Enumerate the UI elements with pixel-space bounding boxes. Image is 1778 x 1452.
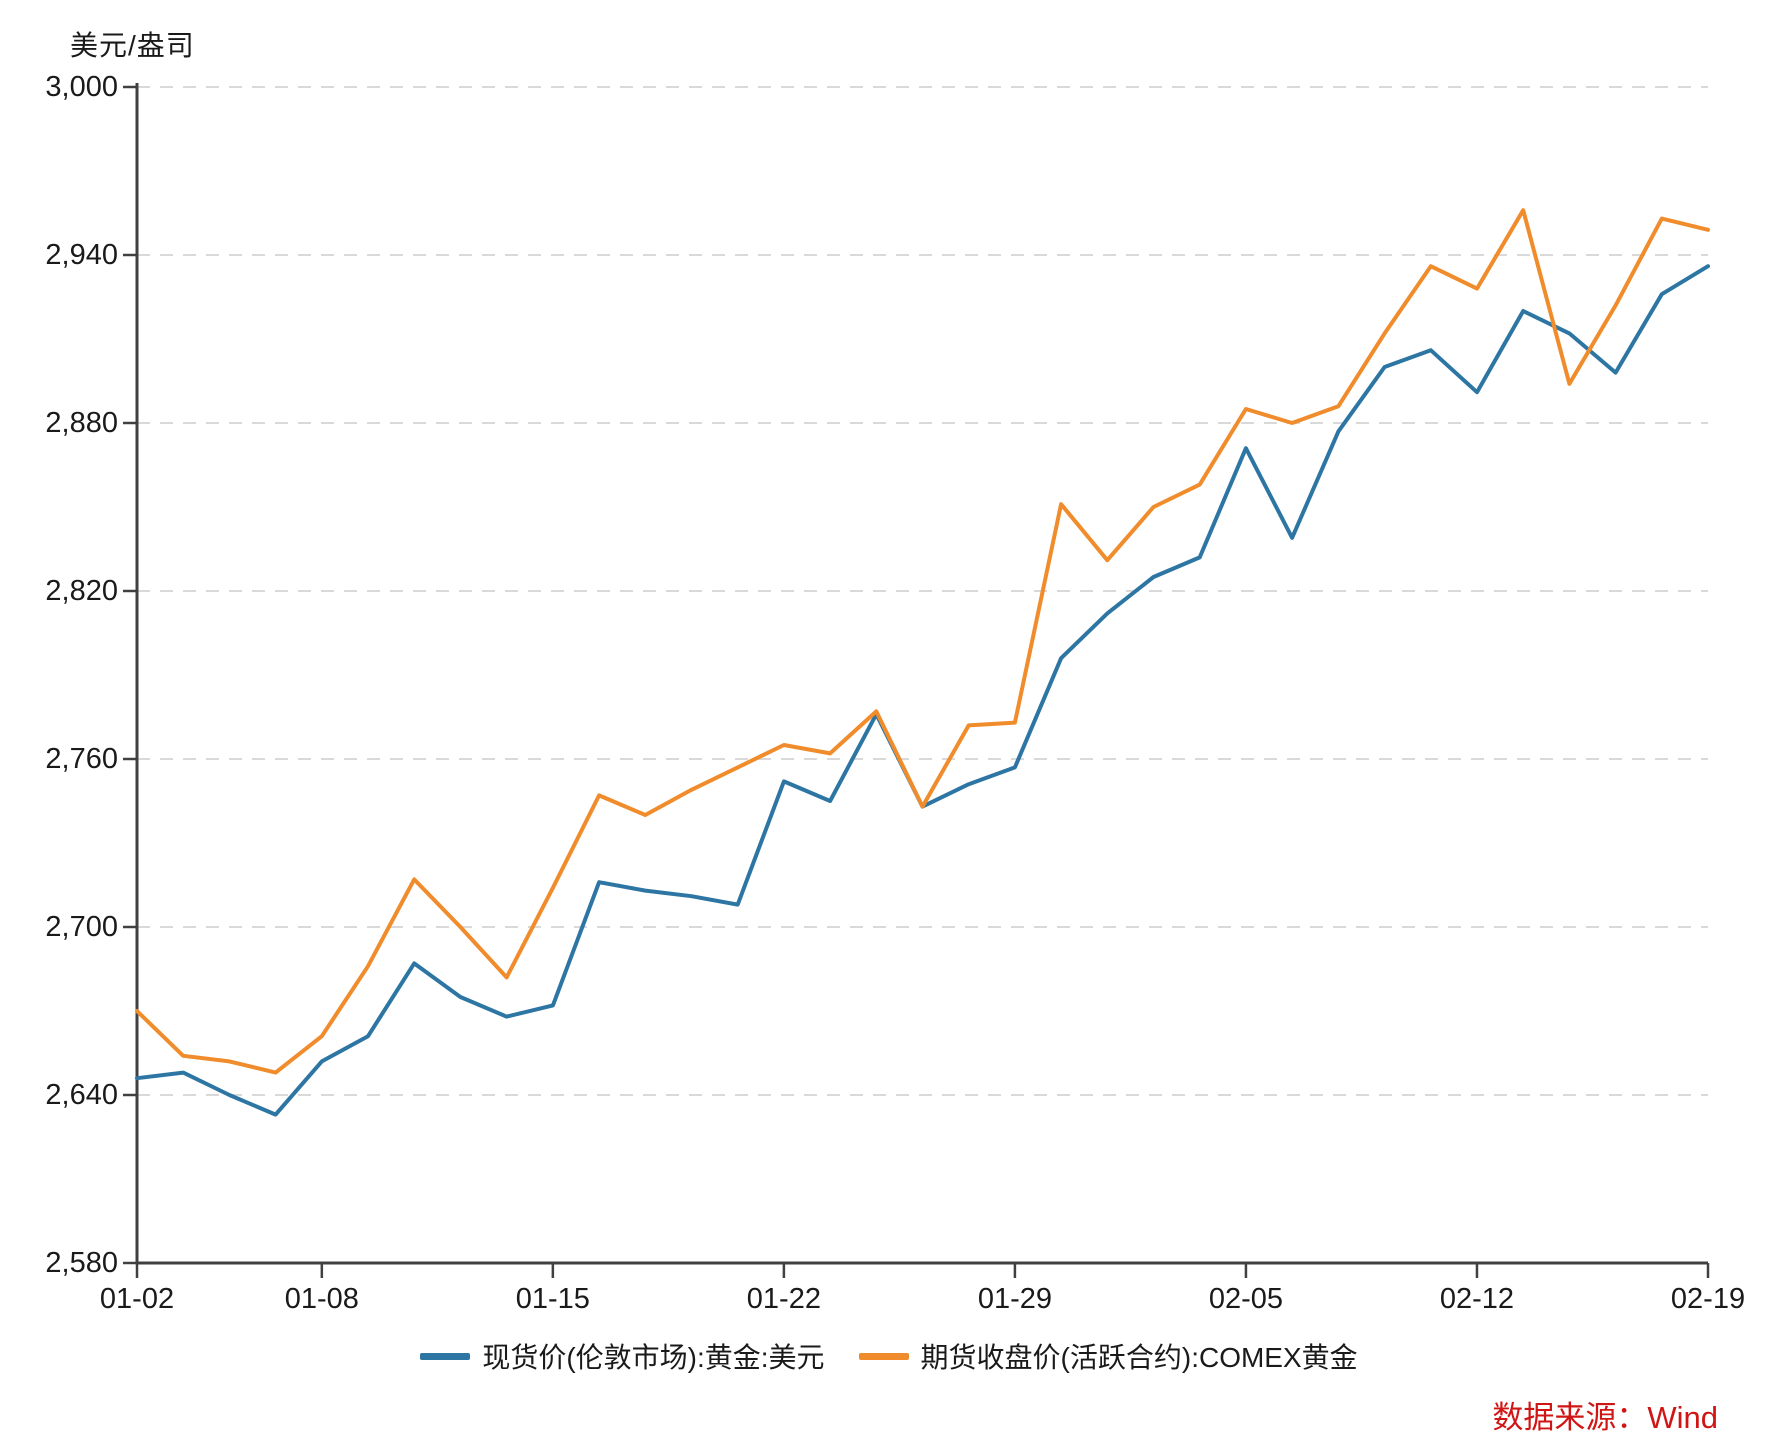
y-axis-title: 美元/盎司 [70,30,195,61]
x-tick-label-02-19: 02-19 [1671,1283,1745,1315]
legend-swatch-1 [858,1352,909,1360]
legend-label-0: 现货价(伦敦市场):黄金:美元 [482,1342,825,1373]
x-tick-label-02-12: 02-12 [1440,1283,1514,1315]
x-tick-label-01-08: 01-08 [285,1283,359,1315]
chart-legend: 现货价(伦敦市场):黄金:美元 期货收盘价(活跃合约):COMEX黄金 [0,1336,1778,1376]
series-line-1 [135,208,1710,1075]
x-tick-label-01-02: 01-02 [100,1283,174,1315]
y-tick-label-2940: 2,940 [45,239,118,271]
legend-item-0: 现货价(伦敦市场):黄金:美元 [420,1336,825,1376]
x-tick-label-01-22: 01-22 [747,1283,821,1315]
y-tick-label-2700: 2,700 [45,911,118,943]
y-tick-label-2580: 2,580 [45,1247,118,1279]
x-tick-label-01-15: 01-15 [516,1283,590,1315]
y-axis-ticks [123,85,137,1265]
gridlines [137,86,1708,1096]
y-tick-label-3000: 3,000 [45,71,118,103]
legend-label-1: 期货收盘价(活跃合约):COMEX黄金 [920,1342,1358,1373]
y-axis-labels: 2,580 2,640 2,700 2,760 2,820 2,880 2,940 3,000 [45,71,118,1279]
legend-item-1: 期货收盘价(活跃合约):COMEX黄金 [858,1336,1358,1376]
x-tick-label-01-29: 01-29 [978,1283,1052,1315]
x-axis-labels: 01-02 01-08 01-15 01-22 01-29 02-05 02-12 02-19 [100,1283,1745,1315]
x-axis-ticks [135,1263,1710,1278]
gold-price-line-chart: 2,580 2,640 2,700 2,760 2,820 2,880 2,940 3,000… [45,71,1745,1315]
data-series [135,208,1710,1117]
y-tick-label-2640: 2,640 [45,1079,118,1111]
y-tick-label-2760: 2,760 [45,743,118,775]
axes [135,83,1708,1265]
series-line-0 [135,264,1710,1117]
legend-swatch-0 [420,1352,471,1360]
y-tick-label-2880: 2,880 [45,407,118,439]
x-tick-label-02-05: 02-05 [1209,1283,1283,1315]
y-tick-label-2820: 2,820 [45,575,118,607]
data-source-note: 数据来源：Wind [1492,1400,1718,1435]
